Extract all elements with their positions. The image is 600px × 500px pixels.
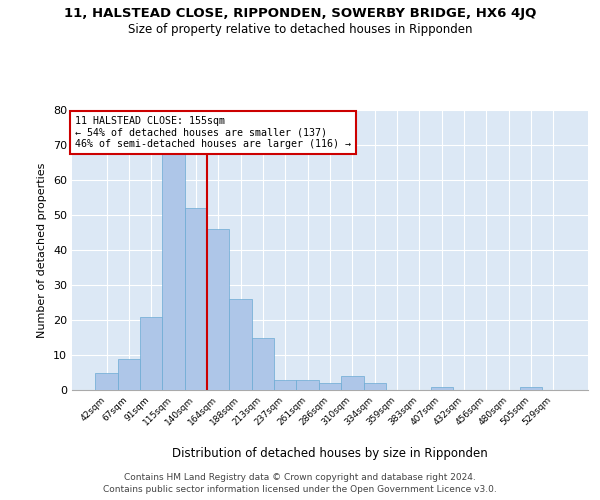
- Y-axis label: Number of detached properties: Number of detached properties: [37, 162, 47, 338]
- Text: 11, HALSTEAD CLOSE, RIPPONDEN, SOWERBY BRIDGE, HX6 4JQ: 11, HALSTEAD CLOSE, RIPPONDEN, SOWERBY B…: [64, 8, 536, 20]
- Bar: [118, 358, 140, 390]
- Bar: [207, 229, 229, 390]
- Bar: [364, 383, 386, 390]
- Text: Contains HM Land Registry data © Crown copyright and database right 2024.: Contains HM Land Registry data © Crown c…: [124, 472, 476, 482]
- Bar: [229, 299, 252, 390]
- Bar: [252, 338, 274, 390]
- Bar: [274, 380, 296, 390]
- Bar: [163, 152, 185, 390]
- Text: Contains public sector information licensed under the Open Government Licence v3: Contains public sector information licen…: [103, 485, 497, 494]
- Bar: [140, 316, 163, 390]
- Text: Size of property relative to detached houses in Ripponden: Size of property relative to detached ho…: [128, 22, 472, 36]
- Text: 11 HALSTEAD CLOSE: 155sqm
← 54% of detached houses are smaller (137)
46% of semi: 11 HALSTEAD CLOSE: 155sqm ← 54% of detac…: [74, 116, 350, 149]
- Bar: [185, 208, 207, 390]
- Bar: [431, 386, 453, 390]
- Bar: [520, 386, 542, 390]
- Text: Distribution of detached houses by size in Ripponden: Distribution of detached houses by size …: [172, 448, 488, 460]
- Bar: [95, 372, 118, 390]
- Bar: [319, 383, 341, 390]
- Bar: [296, 380, 319, 390]
- Bar: [341, 376, 364, 390]
